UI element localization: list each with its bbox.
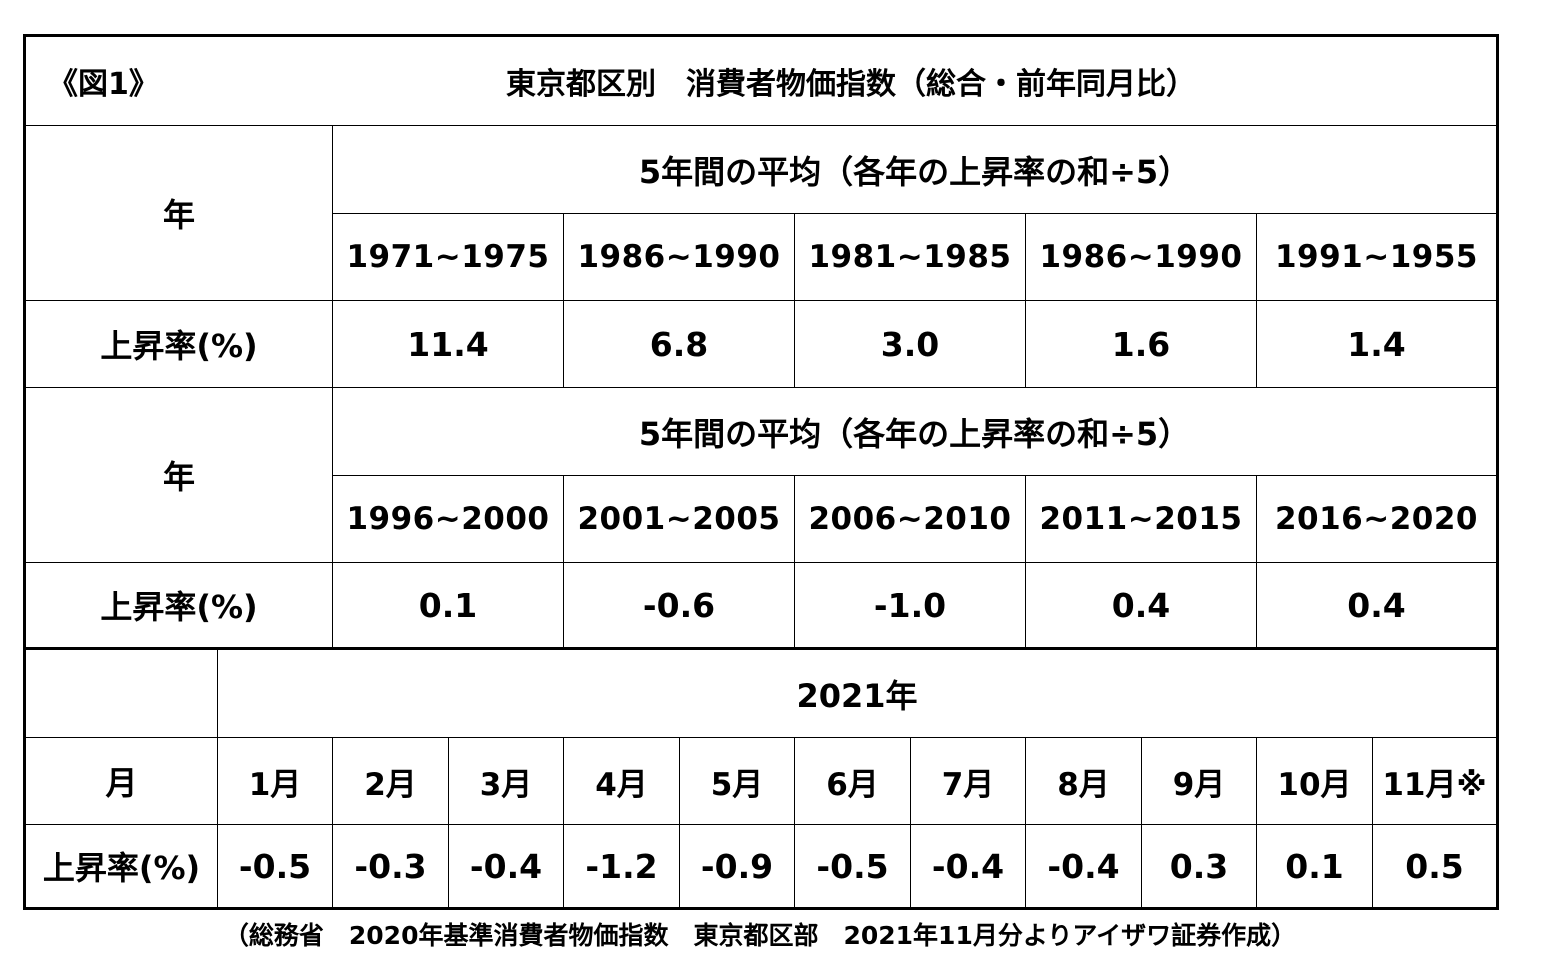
section2-rate: -0.6 — [564, 563, 795, 650]
month-rate: 0.3 — [1142, 825, 1257, 907]
section2-year-label: 年 — [26, 388, 333, 563]
month-rate: -0.4 — [449, 825, 564, 907]
month-header: 11月※ — [1373, 738, 1496, 825]
section2-group-header: 5年間の平均（各年の上昇率の和÷5） — [333, 388, 1496, 476]
section2-rate: 0.4 — [1257, 563, 1496, 650]
month-header: 2月 — [333, 738, 449, 825]
section1-rate: 1.6 — [1026, 301, 1257, 388]
month-header: 9月 — [1142, 738, 1257, 825]
month-rate: -0.4 — [911, 825, 1026, 907]
section1-period: 1991~1955 — [1257, 214, 1496, 301]
month-rate: -0.5 — [795, 825, 911, 907]
section2-rate: -1.0 — [795, 563, 1026, 650]
month-header: 5月 — [680, 738, 795, 825]
section2-period: 2011~2015 — [1026, 476, 1257, 563]
month-rate: -0.9 — [680, 825, 795, 907]
cpi-table: 《図1》 東京都区別 消費者物価指数（総合・前年同月比） 年 5年間の平均（各年… — [23, 34, 1499, 910]
section1-period: 1981~1985 — [795, 214, 1026, 301]
section1-rate: 11.4 — [333, 301, 564, 388]
table-title-row: 《図1》 東京都区別 消費者物価指数（総合・前年同月比） — [26, 37, 1496, 126]
month-header: 1月 — [218, 738, 333, 825]
month-header: 10月 — [1257, 738, 1373, 825]
section1-period: 1986~1990 — [564, 214, 795, 301]
month-rate: -0.4 — [1026, 825, 1142, 907]
section2-rate: 0.1 — [333, 563, 564, 650]
section1-rate: 1.4 — [1257, 301, 1496, 388]
month-rate: -0.3 — [333, 825, 449, 907]
section3-rate-label: 上昇率(%) — [26, 825, 218, 907]
section2-period: 2016~2020 — [1257, 476, 1496, 563]
month-rate: -0.5 — [218, 825, 333, 907]
section1-period: 1986~1990 — [1026, 214, 1257, 301]
month-header: 4月 — [564, 738, 680, 825]
section1-rate-label: 上昇率(%) — [26, 301, 333, 388]
section3-year-header: 2021年 — [218, 650, 1496, 738]
section1-group-header: 5年間の平均（各年の上昇率の和÷5） — [333, 126, 1496, 214]
section1-year-label: 年 — [26, 126, 333, 301]
section1-rate: 6.8 — [564, 301, 795, 388]
section1-period: 1971~1975 — [333, 214, 564, 301]
section2-rate-label: 上昇率(%) — [26, 563, 333, 650]
month-rate: 0.5 — [1405, 846, 1464, 886]
section2-period: 1996~2000 — [333, 476, 564, 563]
month-header: 6月 — [795, 738, 911, 825]
section2-period: 2006~2010 — [795, 476, 1026, 563]
month-header: 8月 — [1026, 738, 1142, 825]
section3-month-label: 月 — [26, 738, 218, 825]
section3-empty-corner — [26, 650, 218, 738]
month-header: 3月 — [449, 738, 564, 825]
table-title: 東京都区別 消費者物価指数（総合・前年同月比） — [506, 67, 1196, 102]
month-header: 7月 — [911, 738, 1026, 825]
section1-rate: 3.0 — [795, 301, 1026, 388]
month-rate: 0.1 — [1257, 825, 1373, 907]
figure-label: 《図1》 — [48, 67, 159, 102]
month-rate: -1.2 — [564, 825, 680, 907]
section2-period: 2001~2005 — [564, 476, 795, 563]
section2-rate: 0.4 — [1026, 563, 1257, 650]
source-caption: （総務省 2020年基準消費者物価指数 東京都区部 2021年11月分よりアイザ… — [223, 921, 1297, 950]
